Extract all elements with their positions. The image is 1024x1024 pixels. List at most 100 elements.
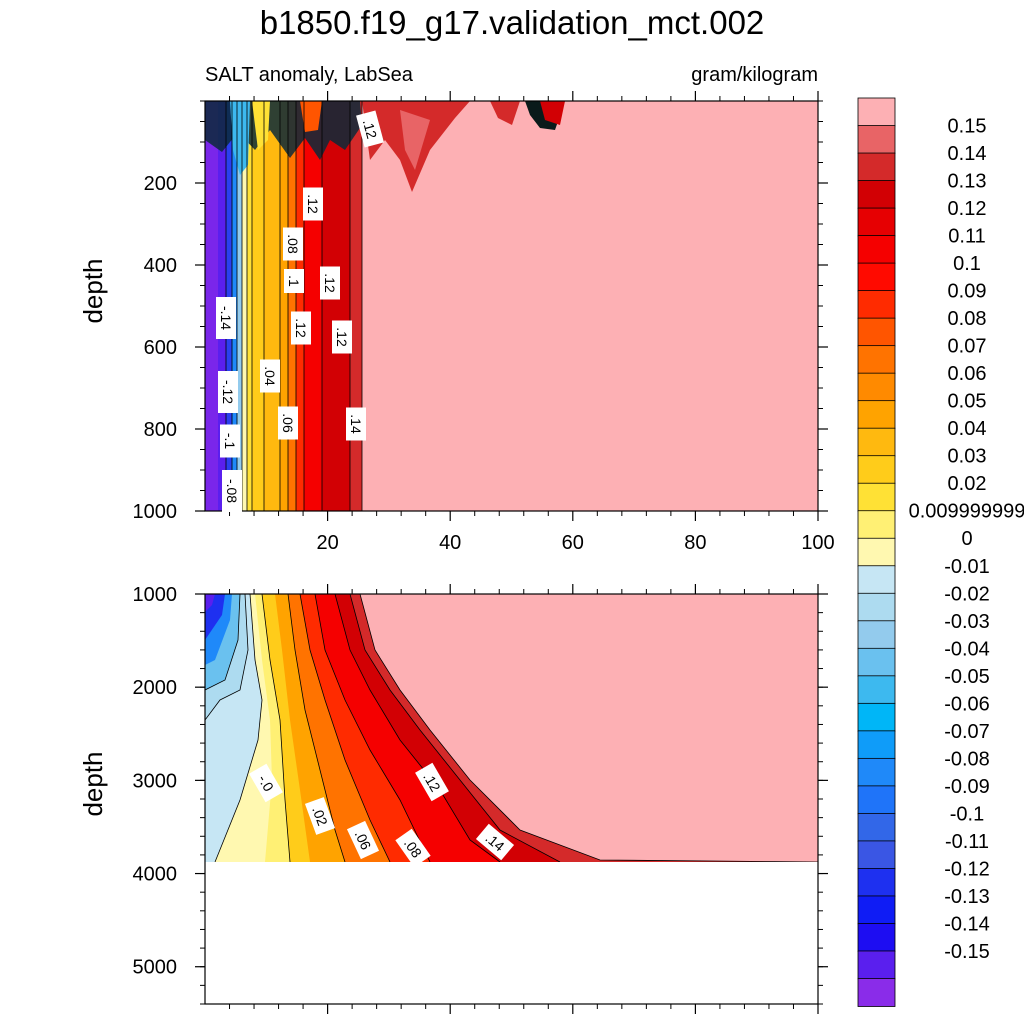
colorbar-label: 0.13 [948, 171, 987, 193]
upper-band-redorange [296, 101, 304, 511]
svg-text:.12: .12 [305, 194, 321, 214]
svg-text:.14: .14 [348, 414, 364, 434]
colorbar-swatch [857, 455, 896, 485]
colorbar-label: -0.06 [944, 693, 990, 715]
colorbar-label: -0.02 [944, 583, 990, 605]
colorbar-label: -0.13 [944, 886, 990, 908]
contour-label: -.08 [222, 470, 242, 512]
contour-label: .12 [415, 762, 449, 802]
svg-text:.06: .06 [280, 413, 296, 433]
svg-text:-.0: -.0 [255, 772, 277, 794]
contour-label: -.1 [220, 424, 240, 458]
contour-label: -.14 [216, 297, 236, 339]
y-tick-label: 600 [144, 337, 177, 359]
colorbar-swatch [857, 125, 896, 154]
contour-label: .1 [284, 269, 304, 293]
colorbar-label: -0.09 [944, 776, 990, 798]
upper-band-amber [264, 101, 280, 511]
contour-label: .14 [346, 407, 366, 441]
colorbar-label: -0.05 [944, 666, 990, 688]
colorbar-swatch [857, 207, 896, 237]
colorbar-label: 0.15 [948, 116, 987, 138]
colorbar-swatch [857, 180, 896, 209]
y-axis-label: depth [78, 751, 108, 816]
svg-text:-.14: -.14 [218, 306, 234, 330]
colorbar-label: 0.06 [948, 363, 987, 385]
svg-text:-.12: -.12 [220, 380, 236, 404]
x-tick-label: 60 [562, 532, 584, 554]
colorbar-label: -0.12 [944, 858, 990, 880]
colorbar-swatch [857, 757, 896, 787]
y-tick-label: 200 [144, 173, 177, 195]
colorbar-swatch [857, 290, 896, 320]
upper-surface-cyan [230, 101, 250, 175]
upper-band-darkred [322, 101, 350, 511]
colorbar-swatch [857, 978, 896, 1007]
upper-band-yellow [247, 101, 252, 511]
colorbar-swatch [857, 840, 896, 870]
colorbar-swatch [857, 152, 896, 182]
colorbar: 0.15 0.14 0.13 0.12 0.11 0.1 0.09 0.08 0.07 0.06 0… [857, 97, 1024, 1007]
svg-text:.12: .12 [334, 327, 350, 347]
colorbar-label: -0.07 [944, 721, 990, 743]
chart-title: b1850.f19_g17.validation_mct.002 [260, 4, 765, 41]
upper-band-gold [252, 101, 264, 511]
colorbar-swatch [857, 730, 896, 760]
colorbar-swatch [857, 675, 896, 705]
contour-label: .02 [304, 797, 336, 835]
x-tick-label: 20 [316, 532, 338, 554]
lower-missing-data [205, 862, 818, 1004]
upper-band-crimson [350, 101, 362, 511]
colorbar-swatch [857, 427, 896, 457]
colorbar-swatch [857, 262, 896, 292]
svg-text:.12: .12 [293, 318, 309, 338]
colorbar-swatch [857, 702, 896, 732]
y-tick-label: 5000 [133, 957, 178, 979]
contour-label: .04 [260, 359, 280, 393]
colorbar-label: -0.03 [944, 611, 990, 633]
svg-text:.08: .08 [285, 234, 301, 254]
colorbar-label: 0.08 [948, 308, 987, 330]
colorbar-swatch [857, 647, 896, 677]
contour-label: -.0 [249, 763, 283, 803]
colorbar-swatch [857, 537, 896, 567]
upper-band-paleblue [237, 101, 242, 511]
y-tick-label: 400 [144, 255, 177, 277]
colorbar-label: -0.11 [945, 831, 989, 853]
contour-label: -.12 [218, 371, 238, 413]
contour-label: .12 [303, 187, 323, 221]
upper-blob-dark-red [540, 101, 565, 125]
x-tick-label: 80 [684, 532, 706, 554]
upper-blob-small [490, 101, 520, 125]
left-subtitle: SALT anomaly, LabSea [205, 64, 414, 86]
colorbar-label: 0.03 [948, 446, 987, 468]
colorbar-label: 0.09 [948, 281, 987, 303]
colorbar-swatch [857, 510, 896, 540]
colorbar-label: -0.15 [944, 941, 990, 963]
upper-blob-pink [400, 110, 430, 170]
x-tick-label: 40 [439, 532, 461, 554]
upper-band-orange [280, 101, 288, 511]
colorbar-label: -0.08 [944, 748, 990, 770]
contour-label: .06 [346, 820, 380, 860]
lower-contours [205, 594, 818, 863]
upper-surface-yellow [252, 101, 270, 150]
colorbar-swatch [857, 895, 896, 925]
y-tick-label: 1000 [133, 501, 178, 523]
colorbar-label: 0.12 [948, 198, 987, 220]
axes-layer: 20 40 60 80 100 200 400 600 800 1000 depth 1000 2000… [78, 91, 835, 1014]
svg-text:.1: .1 [286, 275, 302, 287]
colorbar-swatch [857, 923, 896, 952]
colorbar-swatch [857, 400, 896, 430]
svg-text:.12: .12 [322, 273, 338, 293]
colorbar-label: 0.04 [948, 418, 987, 440]
colorbar-swatch [857, 565, 896, 595]
colorbar-swatch [857, 97, 896, 127]
colorbar-swatch [857, 372, 896, 402]
lower-panel-field [205, 594, 818, 1004]
colorbar-label: -0.1 [950, 803, 984, 825]
colorbar-swatch [857, 620, 896, 650]
y-tick-label: 3000 [133, 770, 178, 792]
colorbar-swatch [857, 592, 896, 622]
